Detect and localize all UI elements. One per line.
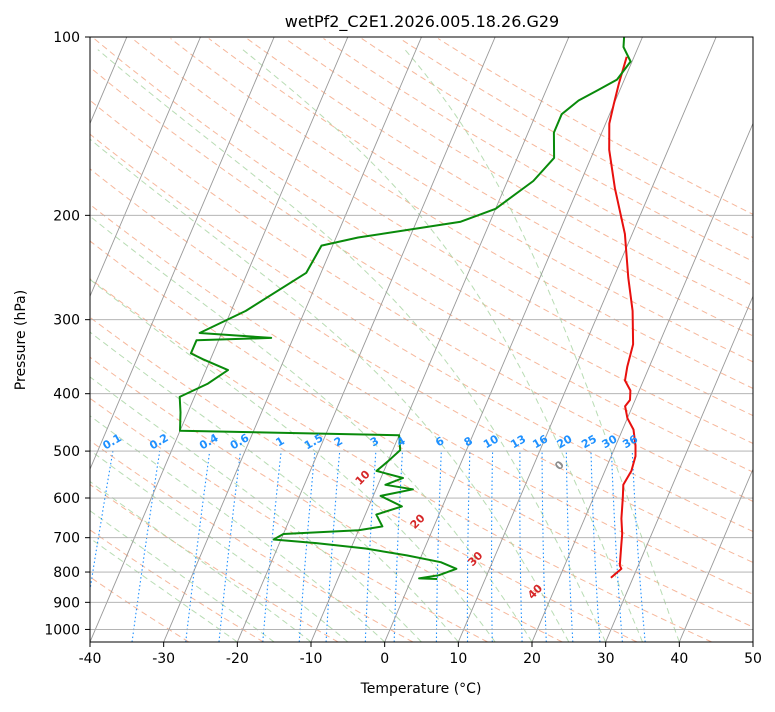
y-tick-label: 200	[53, 208, 80, 224]
y-tick-label: 300	[53, 313, 80, 329]
y-tick-label: 700	[53, 531, 80, 547]
x-tick-label: -30	[152, 651, 175, 667]
x-axis-label: Temperature (°C)	[360, 681, 482, 697]
x-tick-label: 50	[744, 651, 762, 667]
x-tick-label: -20	[226, 651, 249, 667]
y-tick-label: 800	[53, 565, 80, 581]
y-tick-label: 400	[53, 387, 80, 403]
x-tick-label: -10	[300, 651, 323, 667]
x-tick-label: 20	[523, 651, 541, 667]
chart-title: wetPf2_C2E1.2026.005.18.26.G29	[285, 12, 559, 32]
y-tick-label: 100	[53, 30, 80, 46]
x-tick-label: -40	[79, 651, 102, 667]
y-tick-label: 1000	[44, 622, 80, 638]
x-tick-label: 10	[449, 651, 467, 667]
y-axis-label: Pressure (hPa)	[13, 290, 29, 390]
y-tick-label: 900	[53, 595, 80, 611]
x-tick-label: 40	[670, 651, 688, 667]
x-tick-label: 0	[380, 651, 389, 667]
y-tick-label: 500	[53, 444, 80, 460]
y-tick-label: 600	[53, 491, 80, 507]
x-tick-label: 30	[597, 651, 615, 667]
